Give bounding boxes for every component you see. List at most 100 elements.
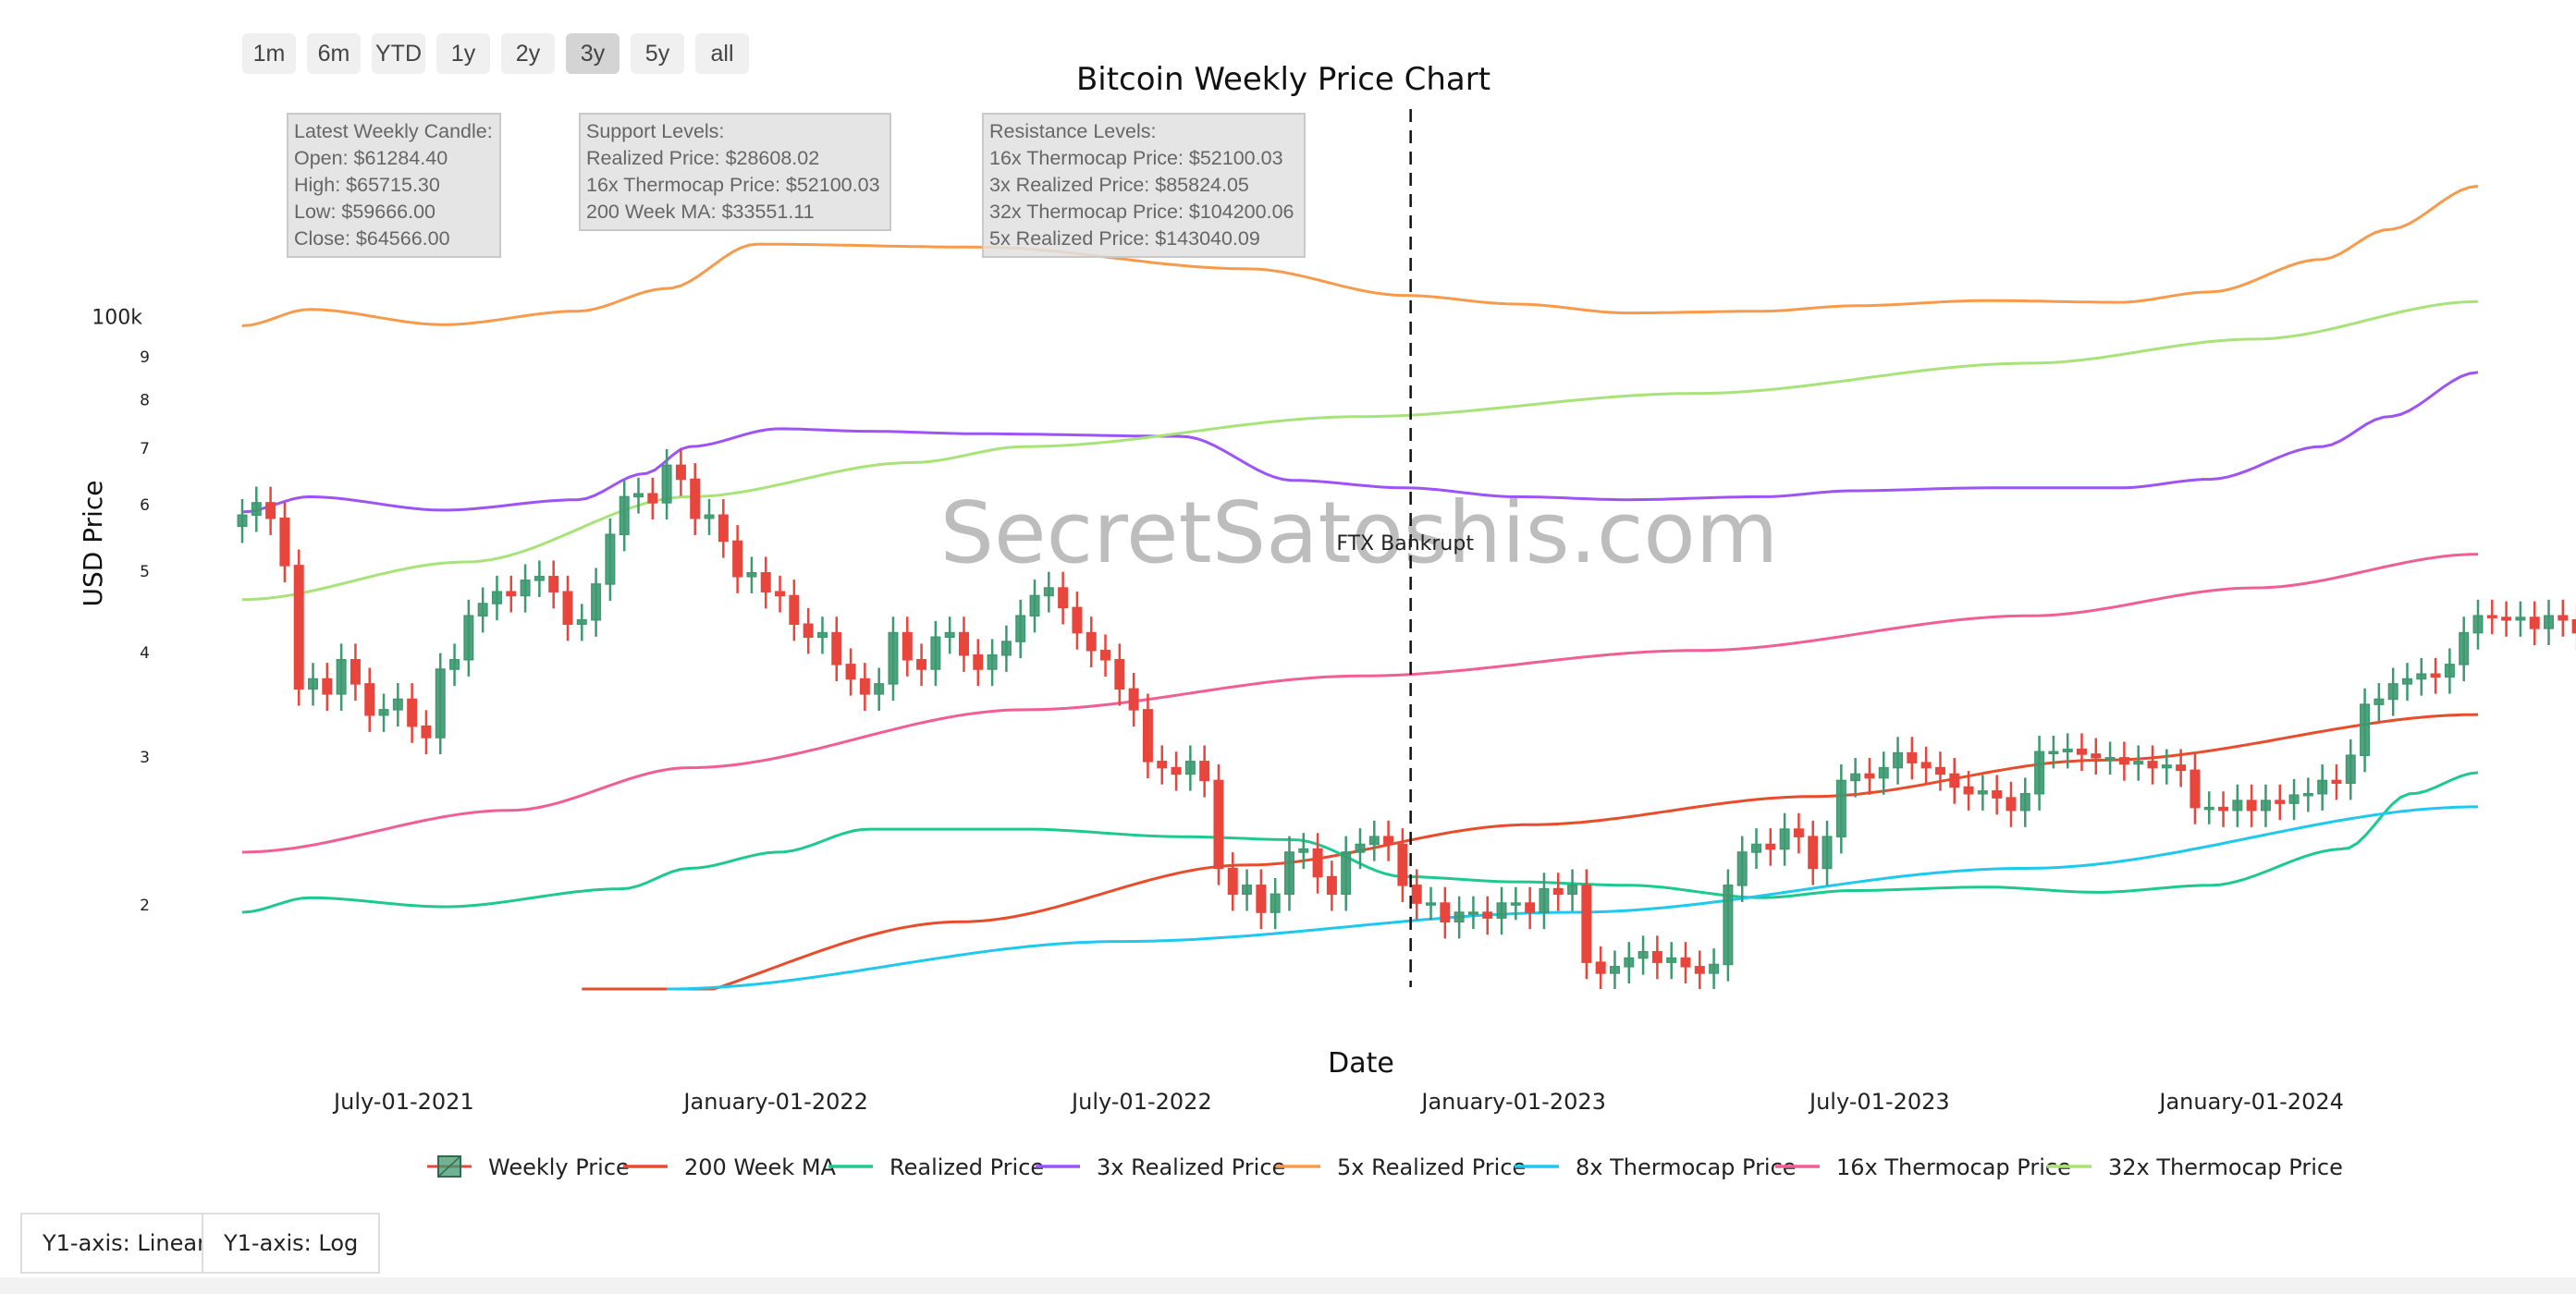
candle-body xyxy=(1878,766,1889,779)
y-tick-label: 4 xyxy=(140,644,150,663)
candle-body xyxy=(1595,961,1606,974)
candle-body xyxy=(2006,797,2017,812)
candle-body xyxy=(1651,950,1662,963)
y-tick-label: 7 xyxy=(140,440,150,458)
candle-body xyxy=(1000,641,1012,656)
y-axis-log-button[interactable]: Y1-axis: Log xyxy=(202,1213,381,1274)
candle-body xyxy=(1157,761,1168,769)
candle-body xyxy=(987,653,998,670)
range-button-1y[interactable]: 1y xyxy=(436,33,490,74)
series-line xyxy=(241,371,2479,514)
candle-body xyxy=(2133,761,2144,765)
candle-body xyxy=(1977,790,1988,795)
info-line: High: $65715.30 xyxy=(294,174,440,196)
range-button-3y[interactable]: 3y xyxy=(566,33,619,74)
candle-body xyxy=(2317,779,2328,795)
range-button-all[interactable]: all xyxy=(695,33,749,74)
legend-label: Realized Price xyxy=(889,1154,1044,1180)
candle-body xyxy=(746,572,757,578)
candle-body xyxy=(491,591,502,604)
candle-body xyxy=(2147,761,2158,769)
candle-body xyxy=(1184,761,1196,775)
range-button-5y[interactable]: 5y xyxy=(631,33,684,74)
candle-body xyxy=(2275,800,2286,804)
candle-body xyxy=(2345,754,2356,784)
candle-body xyxy=(1440,902,1451,923)
x-tick-label: July-01-2021 xyxy=(332,1089,474,1115)
y-tick-label: 6 xyxy=(140,496,150,515)
legend-label: 32x Thermocap Price xyxy=(2108,1154,2343,1180)
range-button-1m[interactable]: 1m xyxy=(242,33,296,74)
series-line xyxy=(667,805,2478,991)
legend-label: 200 Week MA xyxy=(684,1154,837,1180)
candle-body xyxy=(1736,851,1748,886)
y-tick-label: 3 xyxy=(140,749,150,767)
candle-body xyxy=(308,678,319,690)
candle-body xyxy=(1609,966,1620,974)
candle-body xyxy=(265,502,276,519)
candle-body xyxy=(562,591,573,626)
candle-body xyxy=(1142,709,1153,763)
candle-body xyxy=(619,495,630,535)
candle-body xyxy=(322,678,333,695)
y-axis-linear-button[interactable]: Y1-axis: Linear xyxy=(20,1213,228,1274)
candle-body xyxy=(874,683,885,695)
candle-body xyxy=(1793,828,1804,837)
candle-body xyxy=(1411,885,1422,904)
candle-body xyxy=(336,659,347,695)
candle-body xyxy=(364,683,375,716)
candle-body xyxy=(2472,615,2484,634)
candle-body xyxy=(2288,794,2300,804)
candle-body xyxy=(407,698,418,727)
candle-body xyxy=(1751,843,1762,853)
candle-body xyxy=(463,615,474,661)
x-axis-label: Date xyxy=(1328,1047,1394,1080)
candle-body xyxy=(831,631,842,665)
candle-body xyxy=(1383,836,1394,846)
candle-body xyxy=(506,591,517,597)
candle-body xyxy=(1835,779,1846,837)
page-footer-strip xyxy=(0,1277,2576,1294)
candle-body xyxy=(690,478,701,519)
range-button-2y[interactable]: 2y xyxy=(501,33,555,74)
candle-body xyxy=(449,659,460,670)
candle-body xyxy=(1850,773,1861,782)
candle-body xyxy=(1355,843,1366,853)
candle-body xyxy=(1949,773,1960,788)
range-button-ytd[interactable]: YTD xyxy=(372,33,425,74)
candle-body xyxy=(2260,800,2271,812)
candle-body xyxy=(704,514,715,519)
candle-body xyxy=(1822,836,1833,870)
candle-body xyxy=(1666,957,1677,963)
candle-body xyxy=(789,594,800,626)
range-button-6m[interactable]: 6m xyxy=(307,33,361,74)
candle-body xyxy=(605,533,616,585)
candle-body xyxy=(1723,885,1734,966)
candle-body xyxy=(2019,792,2030,812)
candle-body xyxy=(973,653,984,670)
candle-body xyxy=(2076,748,2087,755)
candle-body xyxy=(2302,792,2313,797)
candle-body xyxy=(1171,766,1182,775)
legend-swatch xyxy=(437,1155,461,1178)
candle-body xyxy=(1454,911,1465,923)
candle-body xyxy=(1467,911,1478,915)
candle-body xyxy=(1242,885,1253,896)
candle-body xyxy=(675,464,686,481)
candle-body xyxy=(2416,673,2427,680)
candle-body xyxy=(1779,828,1790,850)
candle-body xyxy=(661,464,672,504)
candle-body xyxy=(803,623,814,639)
candle-body xyxy=(1227,867,1238,896)
candle-body xyxy=(1963,786,1974,795)
candle-body xyxy=(350,659,361,685)
info-line: 16x Thermocap Price: $52100.03 xyxy=(586,174,880,196)
legend-label: 16x Thermocap Price xyxy=(1836,1154,2071,1180)
candle-body xyxy=(1907,751,1918,763)
candle-body xyxy=(1397,843,1408,886)
candle-body xyxy=(1072,606,1083,634)
candle-body xyxy=(1496,902,1507,919)
candle-body xyxy=(2444,664,2455,678)
candle-body xyxy=(2486,615,2497,618)
candle-body xyxy=(293,565,304,690)
